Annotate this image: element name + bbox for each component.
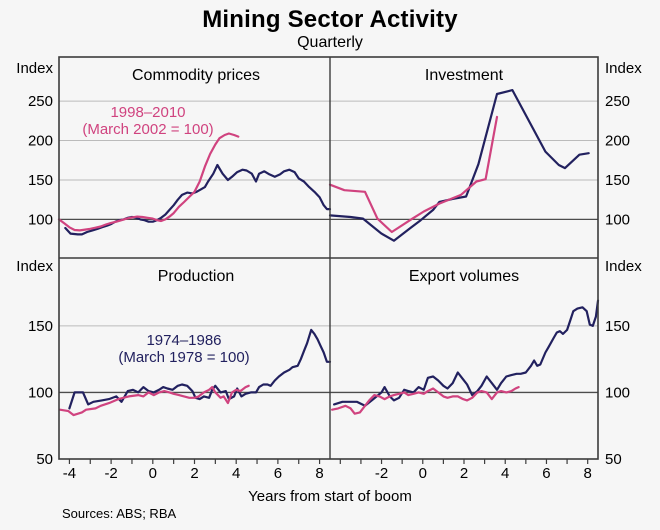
y-tick-label: 200 (605, 133, 630, 150)
panel-title-investment: Investment (424, 67, 504, 84)
y-tick-label: 100 (28, 211, 53, 228)
x-tick-label: -2 (104, 465, 117, 482)
series-line-1974-1986 (328, 88, 590, 242)
x-tick-label: 2 (190, 465, 198, 482)
axis-unit-label: Index (605, 258, 642, 275)
y-tick-label: 150 (605, 318, 630, 335)
x-tick-label: 8 (315, 465, 323, 482)
x-axis-label: Years from start of boom (248, 488, 412, 505)
x-tick-label: -4 (63, 465, 76, 482)
x-tick-label: 4 (501, 465, 509, 482)
x-tick-label: 6 (542, 465, 550, 482)
chart-title: Mining Sector Activity (202, 6, 458, 33)
y-tick-label: 50 (36, 451, 53, 468)
y-tick-label: 50 (605, 451, 622, 468)
legend-series-1974: 1974–1986 (March 1978 = 100) (118, 332, 249, 366)
x-tick-label: 0 (419, 465, 427, 482)
series-line-1974-1986 (68, 328, 332, 410)
sources-note: Sources: ABS; RBA (62, 506, 177, 521)
series-line-1998-2010 (331, 386, 520, 415)
legend-1998-base: (March 2002 = 100) (82, 121, 214, 138)
y-tick-label: 200 (28, 133, 53, 150)
panel-title-export-volumes: Export volumes (408, 268, 520, 285)
axis-unit-label: Index (16, 258, 53, 275)
x-tick-label: 8 (584, 465, 592, 482)
series-line-1998-2010 (57, 132, 240, 232)
y-tick-label: 100 (605, 384, 630, 401)
x-tick-label: 2 (460, 465, 468, 482)
axis-unit-label: Index (16, 60, 53, 77)
panel-title-commodity-prices: Commodity prices (131, 67, 261, 84)
chart-subtitle: Quarterly (297, 34, 363, 51)
legend-1998-name: 1998–2010 (110, 104, 186, 121)
series-line-1998-2010 (328, 115, 499, 234)
series-line-1974-1986 (333, 299, 600, 407)
axis-unit-label: Index (605, 60, 642, 77)
x-tick-label: 4 (232, 465, 240, 482)
y-tick-label: 250 (28, 93, 53, 110)
x-tick-label: 6 (274, 465, 282, 482)
y-tick-label: 100 (28, 384, 53, 401)
x-tick-label: -2 (375, 465, 388, 482)
legend-series-1998: 1998–2010 (March 2002 = 100) (82, 104, 213, 138)
y-tick-label: 150 (28, 318, 53, 335)
x-tick-label: 0 (149, 465, 157, 482)
legend-1974-base: (March 1978 = 100) (118, 349, 250, 366)
plot-frame (58, 56, 599, 460)
y-tick-label: 150 (28, 172, 53, 189)
y-tick-label: 150 (605, 172, 630, 189)
legend-1974-name: 1974–1986 (146, 332, 222, 349)
series-line-1998-2010 (58, 384, 250, 417)
y-tick-label: 250 (605, 93, 630, 110)
y-tick-label: 100 (605, 211, 630, 228)
panel-title-production: Production (157, 268, 235, 285)
